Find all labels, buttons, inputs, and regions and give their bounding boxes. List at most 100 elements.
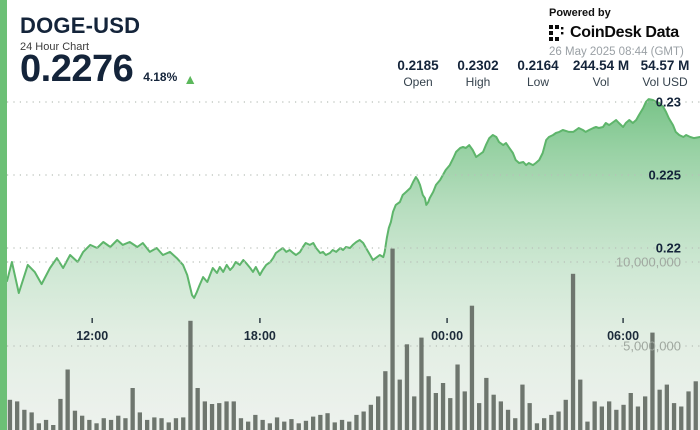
- powered-by-label: Powered by: [549, 7, 611, 19]
- volume-axis-label: 10,000,000: [616, 255, 681, 270]
- volume-bar: [101, 418, 106, 430]
- volume-bar: [181, 417, 186, 430]
- volume-bar: [108, 419, 114, 430]
- volume-bar: [282, 421, 287, 430]
- volume-bar: [628, 393, 633, 430]
- volume-bar: [29, 412, 34, 430]
- volume-bar: [209, 404, 215, 430]
- coindesk-data-logo[interactable]: CoinDesk Data: [549, 24, 684, 42]
- volume-bar: [123, 418, 128, 430]
- volume-bar: [599, 406, 604, 430]
- stats-row: 0.2185 Open 0.2302 High 0.2164 Low 244.54 M Vol…: [390, 58, 694, 89]
- volume-bar: [43, 419, 49, 430]
- volume-bar: [145, 419, 150, 430]
- volume-bar: [347, 421, 352, 430]
- stat-label: Low: [526, 75, 549, 89]
- stat-label: Vol USD: [642, 75, 688, 89]
- volume-bar: [224, 401, 229, 430]
- volume-bar: [253, 414, 258, 430]
- volume-bar: [231, 401, 236, 430]
- volume-bar: [159, 418, 164, 430]
- volume-bar: [318, 414, 323, 430]
- time-axis-label: 00:00: [431, 329, 463, 343]
- volume-bar: [339, 419, 345, 430]
- stat-label: High: [465, 75, 491, 89]
- volume-bar: [94, 423, 99, 430]
- volume-bar: [585, 421, 590, 430]
- volume-bar: [570, 273, 576, 430]
- volume-bar: [686, 391, 691, 430]
- volume-bar: [498, 401, 503, 430]
- volume-bar: [173, 418, 179, 430]
- timestamp: 26 May 2025 08:44 (GMT): [549, 46, 684, 58]
- volume-bar: [448, 398, 453, 430]
- time-tick: [259, 318, 261, 323]
- volume-bar: [202, 401, 207, 430]
- change-percent: 4.18%: [143, 70, 178, 84]
- volume-bar: [376, 396, 381, 430]
- brand-name: CoinDesk: [570, 24, 642, 41]
- stat-low: 0.2164 Low: [510, 58, 566, 89]
- volume-bar: [440, 383, 446, 430]
- stat-label: Open: [403, 75, 433, 89]
- volume-bar: [412, 396, 417, 430]
- volume-bar: [520, 384, 525, 430]
- volume-bars: [7, 248, 698, 430]
- volume-bar: [65, 369, 70, 430]
- price-axis-label: 0.225: [648, 168, 681, 183]
- volume-bar: [80, 415, 85, 430]
- volume-bar: [664, 384, 669, 430]
- volume-bar: [462, 391, 467, 430]
- volume-bar: [116, 415, 121, 430]
- time-axis-label: 06:00: [607, 329, 639, 343]
- volume-bar: [289, 419, 294, 430]
- volume-bar: [484, 377, 489, 430]
- volume-bar: [260, 419, 265, 430]
- time-tick: [446, 318, 448, 323]
- stat-vol-usd: 54.57 M Vol USD: [636, 58, 694, 89]
- stat-open: 0.2185 Open: [390, 58, 446, 89]
- volume-bar: [368, 404, 373, 430]
- volume-bar: [671, 403, 677, 430]
- volume-bar: [621, 404, 626, 430]
- current-price-row: 0.2276 4.18% ▲: [20, 50, 197, 88]
- volume-bar: [87, 419, 92, 430]
- volume-bar: [22, 409, 27, 430]
- volume-bar: [7, 399, 13, 430]
- volume-bar: [477, 403, 482, 430]
- price-axis-label: 0.22: [656, 241, 681, 256]
- price-axis-label: 0.23: [656, 95, 681, 110]
- volume-bar: [657, 389, 662, 430]
- volume-axis-label: 5,000,000: [623, 339, 681, 354]
- volume-bar: [332, 422, 337, 430]
- volume-bar: [36, 423, 41, 430]
- volume-bar: [267, 423, 272, 430]
- volume-bar: [455, 364, 460, 430]
- volume-bar: [361, 411, 366, 430]
- volume-bar: [679, 406, 684, 430]
- volume-bar: [527, 403, 532, 430]
- stat-vol: 244.54 M Vol: [570, 58, 632, 89]
- volume-bar: [390, 248, 395, 430]
- up-arrow-icon: ▲: [183, 71, 198, 87]
- volume-bar: [274, 417, 280, 430]
- volume-bar: [549, 414, 554, 430]
- volume-bar: [469, 305, 475, 430]
- header: DOGE-USD 24 Hour Chart: [20, 13, 140, 53]
- time-axis-label: 18:00: [244, 329, 276, 343]
- volume-bar: [311, 416, 316, 430]
- volume-bar: [15, 401, 20, 430]
- volume-bar: [419, 337, 424, 430]
- volume-bar: [238, 418, 244, 430]
- volume-bar: [578, 379, 583, 430]
- volume-bar: [152, 417, 157, 430]
- volume-bar: [246, 421, 251, 430]
- volume-bar: [383, 371, 388, 430]
- volume-bar: [650, 332, 655, 430]
- volume-bar: [433, 393, 438, 430]
- volume-bar: [72, 410, 78, 430]
- brand-suffix: Data: [645, 24, 679, 41]
